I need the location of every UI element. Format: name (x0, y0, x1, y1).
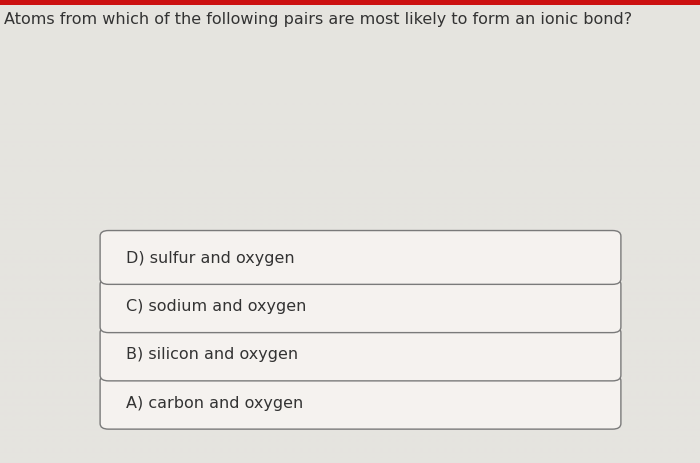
Text: Atoms from which of the following pairs are most likely to form an ionic bond?: Atoms from which of the following pairs … (4, 12, 631, 26)
FancyBboxPatch shape (100, 279, 621, 333)
FancyBboxPatch shape (100, 327, 621, 381)
Text: A) carbon and oxygen: A) carbon and oxygen (126, 395, 303, 410)
FancyBboxPatch shape (100, 375, 621, 429)
FancyBboxPatch shape (0, 0, 700, 6)
Text: B) silicon and oxygen: B) silicon and oxygen (126, 347, 298, 362)
FancyBboxPatch shape (100, 231, 621, 285)
Text: D) sulfur and oxygen: D) sulfur and oxygen (126, 250, 295, 265)
Text: C) sodium and oxygen: C) sodium and oxygen (126, 299, 307, 313)
